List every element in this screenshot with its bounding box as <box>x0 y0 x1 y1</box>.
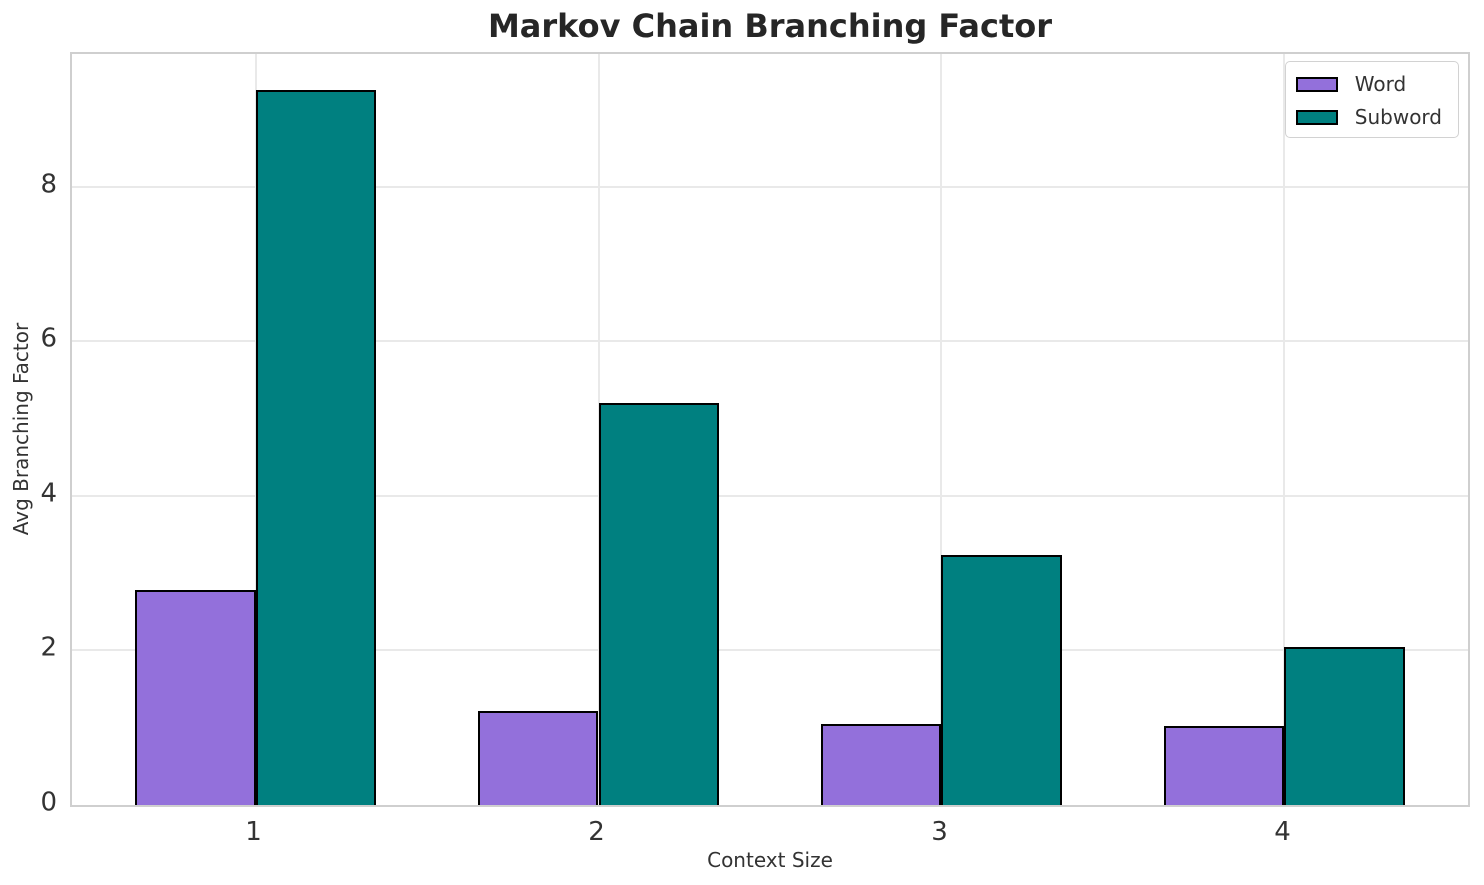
legend-item-subword: Subword <box>1295 105 1448 129</box>
legend-label-subword: Subword <box>1354 105 1442 129</box>
legend-label-word: Word <box>1354 72 1407 96</box>
gridline-h-4 <box>72 494 1468 497</box>
legend: Word Subword <box>1284 61 1459 138</box>
y-axis-ticks: 0 2 4 6 8 <box>0 52 57 815</box>
x-axis-label: Context Size <box>707 848 833 872</box>
x-tick-label-1: 1 <box>245 817 262 847</box>
bar-subword-4 <box>1284 646 1405 805</box>
y-tick-label-6: 6 <box>40 323 57 354</box>
gridline-h-2 <box>72 649 1468 652</box>
bar-subword-1 <box>255 90 376 805</box>
x-tick-label-3: 3 <box>931 817 948 847</box>
plot-inner <box>72 54 1468 805</box>
plot-area: Word Subword <box>70 52 1470 807</box>
chart-title: Markov Chain Branching Factor <box>487 7 1053 45</box>
gridline-v-3 <box>940 54 943 805</box>
x-tick-label-2: 2 <box>588 817 605 847</box>
legend-item-word: Word <box>1295 72 1448 96</box>
bar-subword-2 <box>598 403 719 805</box>
gridline-v-4 <box>1283 54 1286 805</box>
bar-word-2 <box>478 710 599 805</box>
y-tick-label-0: 0 <box>40 787 57 818</box>
x-tick-label-4: 4 <box>1274 817 1291 847</box>
bar-subword-3 <box>941 555 1062 805</box>
legend-swatch-subword <box>1295 109 1338 125</box>
y-tick-label-4: 4 <box>40 478 57 509</box>
gridline-h-6 <box>72 340 1468 343</box>
bar-word-4 <box>1164 726 1285 805</box>
legend-swatch-word <box>1295 76 1338 92</box>
y-tick-label-8: 8 <box>40 169 57 200</box>
bar-word-3 <box>821 723 942 805</box>
gridline-h-8 <box>72 185 1468 188</box>
bar-word-1 <box>135 590 256 805</box>
y-tick-label-2: 2 <box>40 632 57 663</box>
x-axis-ticks: 1 2 3 4 <box>70 818 1470 852</box>
